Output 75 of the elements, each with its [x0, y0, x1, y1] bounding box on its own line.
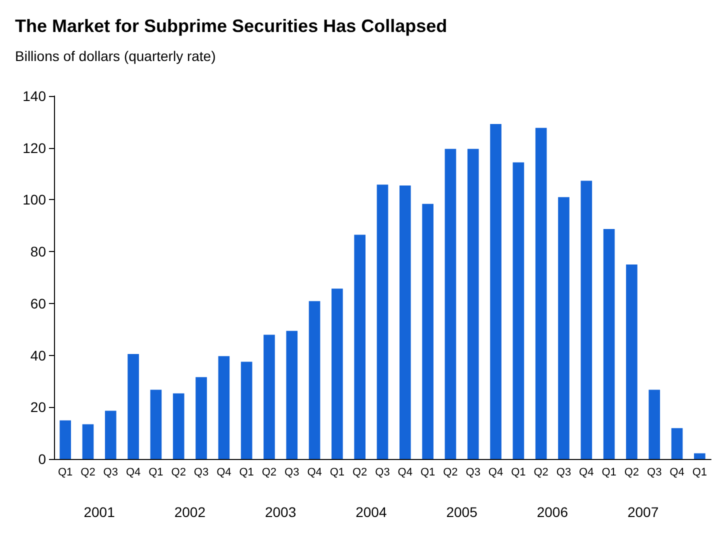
bar	[128, 354, 139, 459]
y-tick-label: 40	[30, 347, 46, 364]
x-tick-label: Q1	[511, 466, 526, 478]
x-tick-label: Q3	[194, 466, 209, 478]
x-tick-label: Q4	[398, 466, 412, 478]
bar	[82, 424, 94, 459]
x-tick-label: Q2	[171, 466, 186, 478]
text: 2006	[536, 504, 568, 520]
bar	[308, 301, 320, 459]
x-tick-label: Q3	[103, 466, 118, 478]
bar	[444, 148, 456, 459]
x-tick-label: Q3	[647, 466, 662, 478]
x-tick-label: Q1	[692, 466, 708, 478]
bar	[626, 264, 638, 459]
x-tick-label: Q3	[284, 466, 300, 478]
x-tick-label: Q4	[579, 466, 594, 478]
bar	[218, 356, 230, 459]
x-tick-label: Q2	[80, 466, 96, 478]
bar	[196, 377, 207, 459]
bar	[286, 330, 298, 459]
bar	[150, 390, 162, 459]
x-tick-label: Q1	[58, 466, 73, 478]
text: 2005	[446, 504, 478, 520]
x-tick-label: Q2	[624, 466, 640, 478]
bar	[332, 288, 343, 459]
x-tick-label: Q4	[488, 466, 504, 478]
y-tick-label: 60	[30, 295, 46, 312]
bar	[104, 410, 116, 459]
bar	[60, 420, 71, 459]
chart-subtitle: Billions of dollars (quarterly rate)	[15, 48, 216, 64]
text: 2002	[174, 504, 206, 520]
bar	[399, 185, 411, 459]
bar	[376, 184, 388, 459]
bar	[535, 128, 547, 459]
text: 2003	[264, 504, 296, 520]
x-tick-label: Q2	[352, 466, 368, 478]
x-tick-label: Q4	[670, 466, 684, 478]
bar	[694, 453, 706, 459]
text: 2007	[627, 504, 659, 520]
x-tick-label: Q4	[126, 466, 141, 478]
x-tick-label: Q4	[216, 466, 232, 478]
x-tick-label: Q1	[602, 466, 616, 478]
x-tick-label: Q1	[239, 466, 254, 478]
bar	[580, 180, 592, 459]
y-tick-label: 80	[30, 244, 46, 260]
bar	[490, 124, 502, 459]
x-tick-label: Q1	[420, 466, 436, 478]
bar	[422, 204, 434, 459]
bar	[558, 197, 570, 459]
bar	[603, 229, 615, 459]
x-tick-label: Q1	[330, 466, 345, 478]
x-tick-label: Q4	[307, 466, 322, 478]
bar	[240, 362, 252, 459]
bar	[648, 390, 660, 459]
bar	[671, 428, 683, 459]
bar	[512, 162, 524, 459]
x-tick-label: Q2	[262, 466, 277, 478]
chart-title: The Market for Subprime Securities Has Collapsed	[15, 16, 448, 36]
text: 2004	[356, 504, 387, 520]
x-tick-label: Q2	[534, 466, 548, 478]
bar	[354, 234, 366, 459]
x-tick-label: Q1	[148, 466, 164, 478]
x-tick-label: Q3	[375, 466, 390, 478]
bar	[172, 393, 184, 459]
y-tick-label: 120	[22, 140, 46, 156]
y-tick-label: 100	[22, 192, 46, 208]
bar	[467, 148, 479, 459]
y-tick-label: 0	[38, 451, 46, 467]
y-tick-label: 20	[30, 399, 46, 416]
y-tick-label: 140	[22, 88, 46, 104]
x-tick-label: Q3	[556, 466, 572, 478]
x-tick-label: Q3	[466, 466, 480, 478]
text: 2001	[84, 504, 116, 520]
x-tick-label: Q2	[443, 466, 458, 478]
bar	[264, 334, 275, 459]
